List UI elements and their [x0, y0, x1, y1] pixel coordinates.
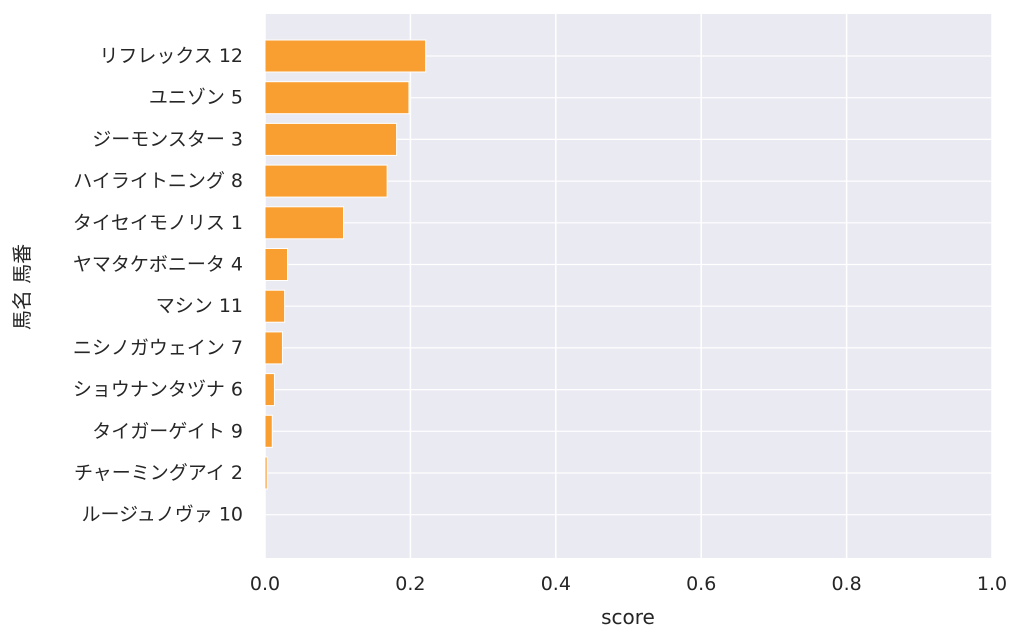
x-axis-title: score — [601, 605, 655, 629]
y-tick-label: タイセイモノリス 1 — [73, 212, 243, 234]
x-tick-label: 0.6 — [686, 573, 716, 595]
bar — [264, 414, 273, 448]
y-tick-label: ショウナンタヅナ 6 — [73, 379, 243, 401]
bar — [264, 373, 275, 407]
bar — [264, 122, 398, 156]
y-tick-label: ハイライトニング 8 — [73, 170, 243, 192]
bar — [264, 206, 345, 240]
bar — [264, 81, 410, 115]
bar — [264, 248, 289, 281]
bar — [264, 456, 268, 490]
x-tick-labels: 0.0 0.2 0.4 0.6 0.8 1.0 — [250, 573, 1007, 595]
x-tick-label: 0.0 — [250, 573, 280, 595]
y-tick-label: ユニゾン 5 — [149, 87, 243, 109]
y-tick-label: タイガーゲイト 9 — [92, 420, 243, 442]
x-tick-label: 0.2 — [395, 573, 425, 595]
bar — [264, 331, 283, 365]
y-tick-label: ジーモンスター 3 — [92, 128, 243, 150]
bar — [264, 289, 286, 323]
bar — [264, 39, 427, 73]
bars — [264, 39, 427, 490]
x-tick-label: 1.0 — [977, 573, 1007, 595]
bar — [264, 164, 388, 198]
y-tick-labels: リフレックス 12 ユニゾン 5 ジーモンスター 3 ハイライトニング 8 タイセイモノ… — [73, 45, 243, 526]
y-tick-label: ルージュノヴァ 10 — [81, 504, 243, 526]
y-tick-label: チャーミングアイ 2 — [74, 462, 243, 484]
y-tick-label: リフレックス 12 — [99, 45, 243, 67]
x-tick-label: 0.8 — [831, 573, 861, 595]
y-axis-title: 馬名 馬番 — [10, 244, 34, 330]
y-tick-label: マシン 11 — [156, 295, 243, 317]
x-tick-label: 0.4 — [541, 573, 571, 595]
y-tick-label: ヤマタケボニータ 4 — [73, 254, 243, 276]
y-tick-label: ニシノガウェイン 7 — [73, 337, 243, 359]
